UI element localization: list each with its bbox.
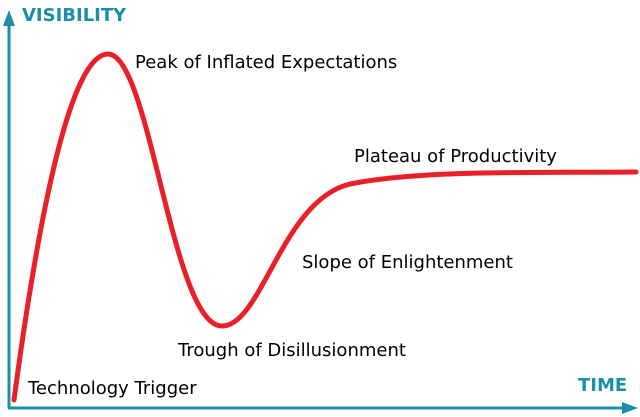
x-axis-label: TIME [578, 375, 627, 396]
phase-label-technology-trigger: Technology Trigger [27, 378, 197, 399]
x-axis [8, 402, 638, 414]
y-axis-arrow-icon [3, 10, 15, 26]
phase-label-plateau: Plateau of Productivity [354, 146, 557, 167]
y-axis-label: VISIBILITY [22, 5, 127, 26]
phase-label-trough: Trough of Disillusionment [177, 340, 406, 361]
phase-label-slope: Slope of Enlightenment [302, 252, 513, 273]
phase-label-peak: Peak of Inflated Expectations [135, 52, 397, 73]
x-axis-arrow-icon [622, 402, 638, 414]
y-axis [3, 10, 15, 408]
hype-curve [11, 51, 639, 403]
